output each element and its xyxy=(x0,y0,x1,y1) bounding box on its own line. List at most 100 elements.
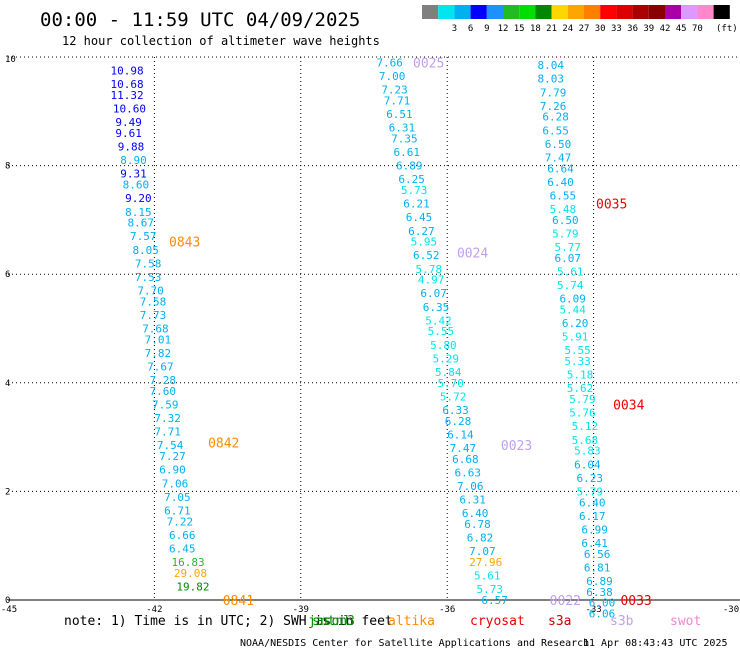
y-tick-label: 4 xyxy=(5,379,10,389)
y-tick-label: 10 xyxy=(5,55,16,65)
wave-height-label: 6.90 xyxy=(159,464,186,477)
wave-height-label: 5.61 xyxy=(557,265,584,278)
wave-height-label: 7.82 xyxy=(145,347,172,360)
wave-height-label: 5.12 xyxy=(572,420,599,433)
pass-time-label: 0022 xyxy=(550,594,581,609)
legend-label: 18 xyxy=(530,24,541,34)
legend-swatch xyxy=(665,5,682,19)
pass-time-label: 0033 xyxy=(620,594,651,609)
wave-height-label: 7.06 xyxy=(457,480,484,493)
pass-time-label: 0034 xyxy=(613,399,644,414)
wave-height-label: 7.26 xyxy=(540,100,567,113)
wave-height-label: 7.60 xyxy=(150,385,177,398)
wave-height-label: 5.91 xyxy=(562,331,589,344)
wave-height-label: 5.74 xyxy=(557,279,584,292)
legend-swatch xyxy=(551,5,568,19)
legend-swatch xyxy=(681,5,698,19)
legend-swatch xyxy=(422,5,439,19)
wave-height-label: 6.33 xyxy=(442,404,469,417)
legend-swatch xyxy=(519,5,536,19)
wave-height-label: 8.05 xyxy=(132,244,159,257)
pass-time-label: 0841 xyxy=(223,594,254,609)
wave-height-label: 6.78 xyxy=(464,518,491,531)
wave-height-label: 6.14 xyxy=(447,428,474,441)
y-tick-label: 6 xyxy=(5,270,10,280)
wave-height-label: 6.45 xyxy=(169,542,196,555)
wave-height-label: 6.06 xyxy=(589,608,616,621)
wave-height-label: 5.76 xyxy=(569,407,596,420)
legend-swatch xyxy=(648,5,665,19)
wave-height-label: 5.18 xyxy=(567,369,594,382)
wave-height-label: 7.68 xyxy=(142,323,169,336)
legend-swatch xyxy=(454,5,471,19)
wave-height-label: 6.52 xyxy=(413,249,440,262)
wave-height-label: 6.50 xyxy=(545,138,572,151)
wave-height-label: 9.61 xyxy=(115,127,142,140)
wave-height-label: 8.15 xyxy=(125,206,151,219)
wave-height-label: 6.61 xyxy=(394,146,421,159)
wave-height-label: 6.31 xyxy=(389,122,416,135)
wave-height-label: 7.23 xyxy=(381,84,408,97)
legend-swatch xyxy=(486,5,503,19)
wave-height-label: 6.45 xyxy=(406,211,433,224)
wave-height-label: 10.68 xyxy=(110,78,143,91)
wave-height-label: 6.81 xyxy=(584,561,611,574)
wave-height-label: 6.40 xyxy=(579,496,606,509)
wave-height-label: 7.70 xyxy=(137,284,164,297)
wave-height-label: 6.21 xyxy=(403,198,430,211)
legend-label: 39 xyxy=(643,24,654,34)
satellite-name: s3a xyxy=(548,614,571,629)
legend-label: 45 xyxy=(676,24,687,34)
wave-height-label: 5.83 xyxy=(574,445,601,458)
wave-height-label: 6.71 xyxy=(164,504,191,517)
wave-height-label: 5.70 xyxy=(437,377,464,390)
x-tick-label: -39 xyxy=(293,605,309,615)
legend-label: 36 xyxy=(627,24,638,34)
legend-swatch xyxy=(567,5,584,19)
wave-height-label: 7.79 xyxy=(540,86,567,99)
footer-timestamp: 11 Apr 08:43:43 UTC 2025 xyxy=(583,638,728,649)
legend-label: 21 xyxy=(546,24,557,34)
wave-height-label: 9.88 xyxy=(118,141,145,154)
satellite-name: swot xyxy=(670,614,701,629)
wave-height-label: 6.56 xyxy=(584,548,611,561)
wave-height-label: 5.61 xyxy=(474,570,501,583)
wave-height-label: 7.27 xyxy=(159,450,186,463)
wave-height-label: 7.71 xyxy=(154,426,181,439)
legend-label: 9 xyxy=(484,24,489,34)
legend-swatch xyxy=(713,5,730,19)
wave-height-label: 7.54 xyxy=(157,439,184,452)
wave-height-label: 6.55 xyxy=(550,189,577,202)
legend-swatch xyxy=(438,5,455,19)
wave-height-label: 8.60 xyxy=(123,179,149,192)
wave-height-label: 5.79 xyxy=(577,485,604,498)
wave-height-label: 6.50 xyxy=(552,214,579,227)
wave-height-label: 5.80 xyxy=(430,339,457,352)
legend-label: 27 xyxy=(579,24,590,34)
wave-height-label: 6.89 xyxy=(586,575,613,588)
gridlines xyxy=(8,56,740,600)
legend-label: 33 xyxy=(611,24,622,34)
legend-swatch xyxy=(503,5,520,19)
wave-height-label: 5.73 xyxy=(476,583,503,596)
wave-height-label: 6.41 xyxy=(581,537,608,550)
wave-height-label: 6.38 xyxy=(586,586,613,599)
legend-swatch xyxy=(535,5,552,19)
pass-time-label: 0024 xyxy=(457,246,488,261)
y-tick-label: 2 xyxy=(5,487,10,497)
legend-swatch xyxy=(600,5,617,19)
wave-height-label: 6.66 xyxy=(169,529,196,542)
wave-height-label: 7.22 xyxy=(167,515,194,528)
wave-height-label: 5.55 xyxy=(428,325,455,338)
wave-height-label: 5.84 xyxy=(435,366,462,379)
wave-height-label: 11.32 xyxy=(110,89,143,102)
wave-height-label: 6.07 xyxy=(420,287,447,300)
wave-height-label: 7.59 xyxy=(152,399,179,412)
wave-height-label: 6.07 xyxy=(555,252,582,265)
wave-height-label: 5.48 xyxy=(550,203,577,216)
wave-height-label: 7.58 xyxy=(135,257,162,270)
legend-swatch xyxy=(632,5,649,19)
pass-time-label: 0843 xyxy=(169,236,200,251)
wave-height-label: 6.27 xyxy=(408,225,435,238)
